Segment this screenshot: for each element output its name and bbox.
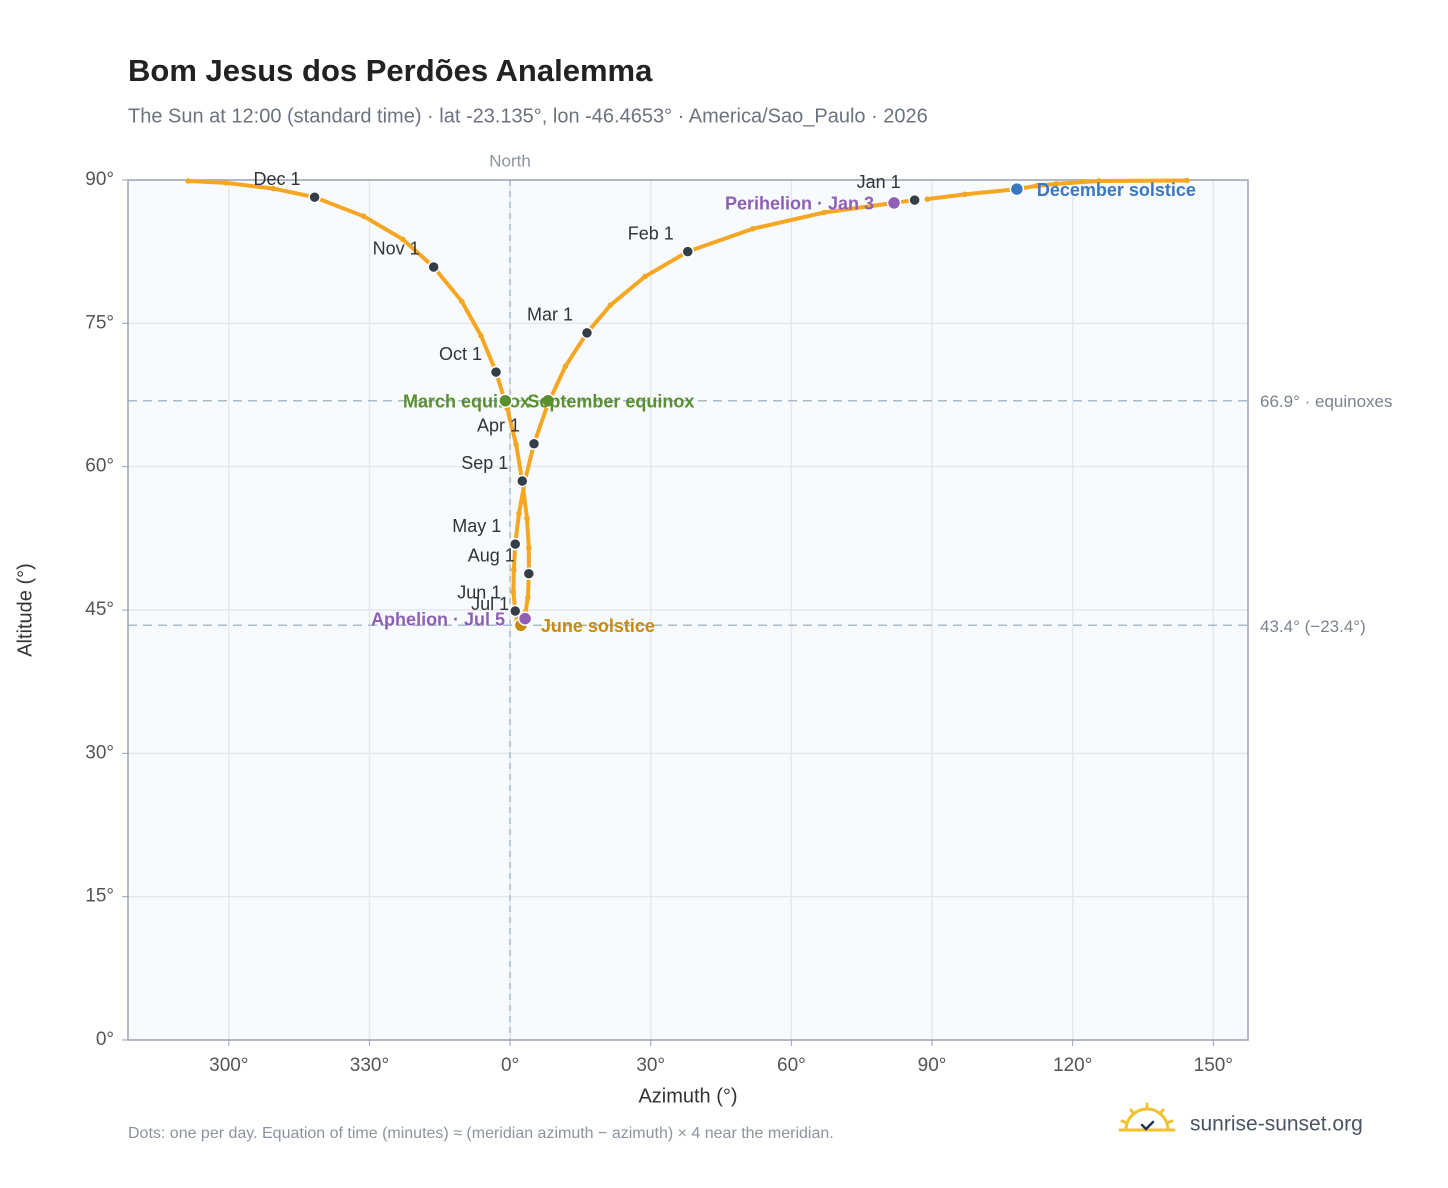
- day-dot: [821, 209, 827, 216]
- day-dot: [526, 545, 532, 551]
- event-marker: [886, 195, 902, 211]
- month-marker: [427, 260, 440, 274]
- y-tick-label: 30°: [85, 742, 114, 763]
- y-tick-label: 90°: [85, 169, 114, 190]
- day-dot: [516, 510, 522, 517]
- reference-label: 66.9° · equinoxes: [1260, 392, 1393, 411]
- month-marker: [580, 326, 594, 340]
- day-dot: [1096, 178, 1102, 184]
- day-dot: [524, 515, 530, 522]
- day-dot: [1034, 182, 1040, 189]
- y-tick-label: 0°: [96, 1029, 114, 1050]
- x-axis-label: Azimuth (°): [638, 1085, 737, 1107]
- day-dot: [513, 441, 519, 448]
- event-label: December solstice: [1037, 180, 1196, 200]
- day-dot: [1053, 181, 1060, 187]
- day-dot: [642, 273, 648, 280]
- month-marker: [516, 474, 529, 488]
- event-marker: [1009, 181, 1025, 197]
- month-marker: [681, 245, 695, 258]
- event-marker: [540, 393, 556, 408]
- event-label: March equinox: [403, 391, 530, 411]
- month-label: Dec 1: [254, 169, 301, 189]
- event-marker: [498, 393, 513, 408]
- day-dot: [399, 236, 406, 243]
- day-dot: [270, 185, 277, 192]
- month-marker: [508, 537, 522, 551]
- month-label: May 1: [452, 516, 501, 536]
- footnote: Dots: one per day. Equation of time (min…: [128, 1125, 834, 1142]
- day-dot: [478, 332, 484, 339]
- x-tick-label: 90°: [918, 1055, 947, 1076]
- x-tick-label: 300°: [209, 1055, 248, 1076]
- y-tick-label: 75°: [85, 312, 114, 333]
- day-dot: [511, 567, 517, 573]
- x-tick-label: 0°: [501, 1055, 519, 1076]
- event-marker: [517, 611, 533, 626]
- event-label: September equinox: [527, 391, 694, 411]
- day-dot: [1184, 177, 1190, 184]
- month-marker: [908, 193, 921, 207]
- month-marker: [527, 437, 541, 450]
- logo-icon: [1118, 1102, 1176, 1132]
- day-dot: [525, 594, 531, 601]
- x-tick-label: 150°: [1194, 1055, 1233, 1076]
- day-dot: [924, 196, 931, 202]
- x-tick-label: 30°: [636, 1055, 665, 1076]
- event-label: Aphelion · Jul 5: [371, 609, 505, 629]
- month-marker: [522, 567, 536, 580]
- day-dot: [510, 589, 517, 595]
- day-dot: [562, 363, 569, 370]
- event-label: Perihelion · Jan 3: [725, 194, 874, 214]
- day-dot: [962, 191, 968, 198]
- month-marker: [308, 190, 321, 204]
- month-marker: [489, 365, 503, 379]
- month-label: Nov 1: [373, 239, 420, 259]
- chart-subtitle: The Sun at 12:00 (standard time) · lat -…: [128, 105, 928, 127]
- day-dot: [458, 298, 465, 305]
- month-label: Oct 1: [439, 344, 482, 364]
- day-dot: [185, 178, 191, 184]
- day-dot: [361, 213, 367, 220]
- y-tick-label: 15°: [85, 886, 114, 907]
- month-label: Jun 1: [457, 583, 501, 603]
- y-tick-label: 60°: [85, 456, 114, 477]
- y-tick-label: 45°: [85, 599, 114, 620]
- x-tick-label: 120°: [1053, 1055, 1092, 1076]
- source-brand: sunrise-sunset.org: [1190, 1113, 1363, 1136]
- x-tick-label: 60°: [777, 1055, 806, 1076]
- x-tick-label: 330°: [350, 1055, 389, 1076]
- event-label: June solstice: [541, 616, 655, 636]
- month-marker: [508, 604, 522, 618]
- day-dot: [607, 302, 614, 308]
- chart-title: Bom Jesus dos Perdões Analemma: [128, 53, 653, 88]
- day-dot: [223, 180, 229, 186]
- month-label: Mar 1: [527, 305, 573, 325]
- meridian-label: North: [489, 151, 531, 170]
- month-label: Aug 1: [468, 545, 515, 565]
- y-axis-label: Altitude (°): [14, 563, 36, 657]
- day-dot: [750, 225, 756, 232]
- month-label: Feb 1: [628, 223, 674, 243]
- reference-label: 43.4° (−23.4°): [1260, 617, 1366, 636]
- month-label: Jan 1: [857, 172, 901, 192]
- month-label: Jul 1: [471, 594, 509, 614]
- month-label: Apr 1: [477, 415, 520, 435]
- month-label: Sep 1: [461, 453, 508, 473]
